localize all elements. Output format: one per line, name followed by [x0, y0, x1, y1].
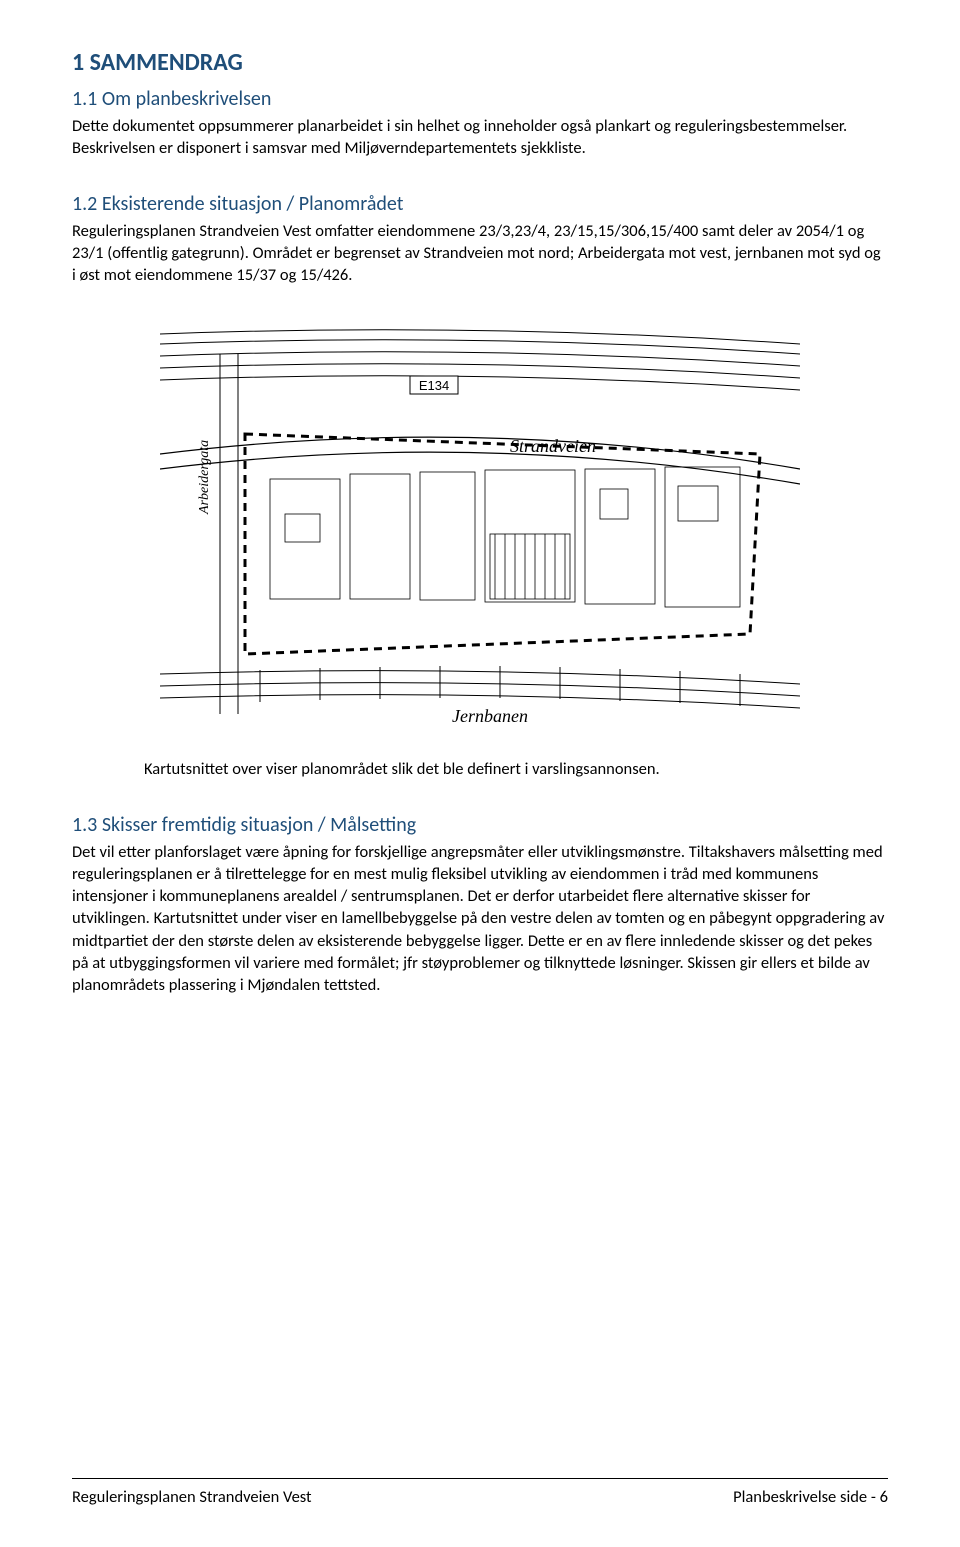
road-label-e134: E134	[419, 378, 449, 393]
footer-left: Reguleringsplanen Strandveien Vest	[72, 1487, 312, 1507]
paragraph-1-2: Reguleringsplanen Strandveien Vest omfat…	[72, 220, 888, 287]
footer-right: Planbeskrivelse side - 6	[733, 1487, 888, 1507]
map-figure: E134 Strandveien Arbeidergata	[160, 314, 800, 734]
map-svg: E134 Strandveien Arbeidergata	[160, 314, 800, 734]
road-label-arbeidergata: Arbeidergata	[197, 440, 212, 515]
paragraph-1-3: Det vil etter planforslaget være åpning …	[72, 841, 888, 997]
heading-1-1: 1.1 Om planbeskrivelsen	[72, 87, 888, 111]
paragraph-1-1: Dette dokumentet oppsummerer planarbeide…	[72, 115, 888, 160]
heading-1-3: 1.3 Skisser fremtidig situasjon / Målset…	[72, 813, 888, 837]
road-label-jernbanen: Jernbanen	[452, 706, 528, 726]
heading-1-2: 1.2 Eksisterende situasjon / Planområdet	[72, 192, 888, 216]
page-footer: Reguleringsplanen Strandveien Vest Planb…	[72, 1487, 888, 1507]
heading-1: 1 SAMMENDRAG	[72, 48, 888, 77]
figure-caption: Kartutsnittet over viser planområdet sli…	[144, 758, 888, 780]
footer-divider	[72, 1478, 888, 1479]
